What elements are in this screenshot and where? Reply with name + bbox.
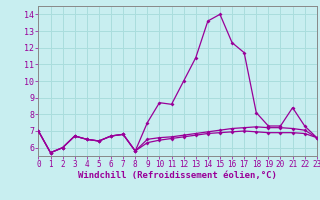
X-axis label: Windchill (Refroidissement éolien,°C): Windchill (Refroidissement éolien,°C) (78, 171, 277, 180)
